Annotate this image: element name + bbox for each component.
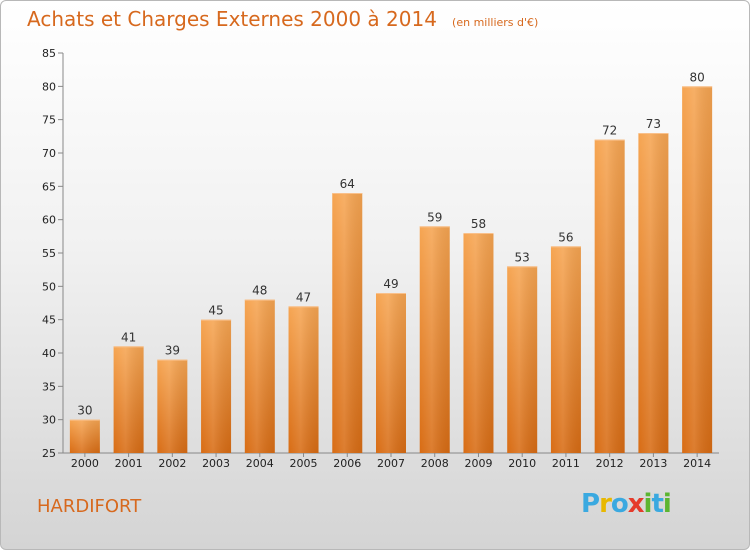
bar-shade (638, 133, 669, 453)
logo-letter: t (651, 489, 663, 519)
proxiti-logo: Proxiti (581, 489, 672, 519)
x-tick-label: 2013 (639, 457, 667, 470)
y-tick-label: 85 (42, 47, 56, 60)
location-name: HARDIFORT (37, 496, 142, 517)
data-label: 48 (252, 284, 267, 298)
x-tick-label: 2003 (202, 457, 230, 470)
data-label: 58 (471, 217, 486, 231)
data-label: 49 (383, 277, 398, 291)
y-tick-label: 30 (42, 414, 56, 427)
y-tick-label: 40 (42, 347, 56, 360)
chart-title-main: Achats et Charges Externes 2000 à 2014 (27, 7, 437, 31)
logo-letter: i (643, 489, 653, 519)
x-tick-label: 2001 (115, 457, 143, 470)
y-tick-label: 60 (42, 214, 56, 227)
y-tick-label: 65 (42, 180, 56, 193)
x-tick-label: 2006 (333, 457, 361, 470)
y-tick-label: 35 (42, 380, 56, 393)
logo-letter: x (627, 489, 645, 519)
bar-shade (463, 233, 494, 453)
chart-title: Achats et Charges Externes 2000 à 2014 (… (27, 7, 538, 31)
y-tick-label: 70 (42, 147, 56, 160)
bar-shade (507, 266, 538, 453)
bar-shade (419, 226, 450, 453)
bar-shade (288, 306, 319, 453)
y-tick-label: 45 (42, 314, 56, 327)
bar-shade (594, 139, 625, 453)
logo-letter: r (599, 489, 612, 519)
data-label: 30 (77, 404, 92, 418)
x-tick-label: 2010 (508, 457, 536, 470)
axes: 25 30 35 40 45 50 55 60 65 70 75 80 85 2000 2001 2002 20… (42, 47, 719, 470)
y-tick-label: 25 (42, 447, 56, 460)
logo-letter: i (662, 489, 672, 519)
data-label: 73 (646, 117, 661, 131)
bar-shade (201, 319, 232, 453)
x-tick-label: 2002 (158, 457, 186, 470)
x-tick-label: 2007 (377, 457, 405, 470)
x-tick-label: 2009 (464, 457, 492, 470)
y-tick-label: 50 (42, 280, 56, 293)
bar-shade (682, 86, 713, 453)
x-tick-label: 2014 (683, 457, 711, 470)
x-tick-label: 2004 (246, 457, 274, 470)
data-label: 72 (602, 124, 617, 138)
bar-shade (332, 193, 363, 453)
data-label: 64 (340, 177, 355, 191)
bars (69, 86, 713, 453)
x-tick-label: 2011 (552, 457, 580, 470)
chart-subtitle: (en milliers d'€) (452, 16, 539, 29)
bar-shade (550, 246, 581, 453)
y-tick-label: 80 (42, 80, 56, 93)
x-tick-label: 2012 (596, 457, 624, 470)
data-label: 39 (165, 344, 180, 358)
x-tick-label: 2000 (71, 457, 99, 470)
data-label: 80 (689, 70, 704, 84)
data-label: 59 (427, 210, 442, 224)
bar-shade (157, 359, 188, 453)
logo-letter: o (610, 489, 629, 519)
data-label: 47 (296, 290, 311, 304)
data-labels: 30 41 39 45 48 47 64 49 59 58 53 56 72 73 80 (77, 70, 705, 417)
x-tick-label: 2008 (421, 457, 449, 470)
bar-shade (376, 293, 406, 453)
data-label: 45 (208, 304, 223, 318)
data-label: 41 (121, 330, 136, 344)
bar-shade (244, 299, 275, 453)
bar-shade (69, 419, 100, 453)
bar-shade (113, 346, 144, 453)
y-tick-label: 75 (42, 114, 56, 127)
data-label: 56 (558, 230, 573, 244)
y-tick-label: 55 (42, 247, 56, 260)
x-tick-label: 2005 (290, 457, 318, 470)
data-label: 53 (515, 250, 530, 264)
logo-letter: P (581, 489, 600, 519)
